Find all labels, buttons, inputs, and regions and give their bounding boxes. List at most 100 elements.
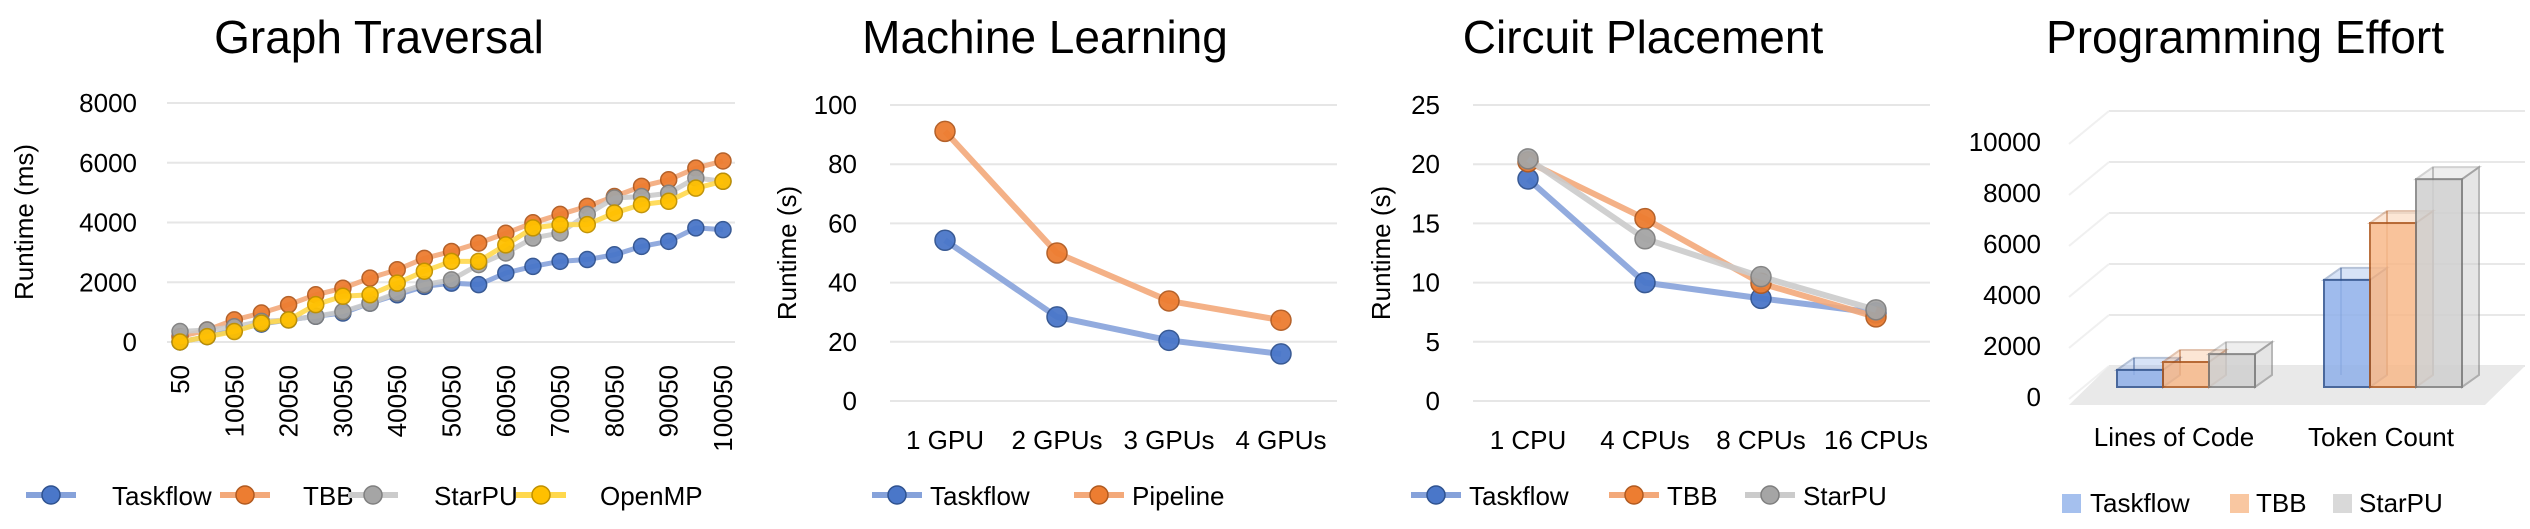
data-point bbox=[687, 219, 705, 237]
data-point bbox=[934, 120, 956, 143]
legend: Taskflow TBB StarPU bbox=[2062, 488, 2443, 518]
data-point bbox=[225, 322, 244, 341]
legend-label: StarPU bbox=[2359, 488, 2443, 518]
data-point bbox=[279, 311, 298, 329]
x-tick-label: 70050 bbox=[545, 365, 575, 437]
side-gridline bbox=[2068, 263, 2110, 298]
data-point bbox=[1158, 329, 1180, 352]
legend-label: OpenMP bbox=[600, 481, 703, 511]
legend-marker bbox=[1760, 485, 1780, 505]
legend-marker bbox=[887, 485, 907, 505]
data-point bbox=[1634, 207, 1656, 230]
legend-marker bbox=[235, 485, 255, 505]
bar-front bbox=[2116, 368, 2164, 389]
x-tick-label: 4 GPUs bbox=[1235, 425, 1326, 455]
series-starpu bbox=[2205, 165, 2483, 389]
data-point bbox=[551, 252, 569, 271]
y-axis-label: Runtime (s) bbox=[772, 186, 802, 320]
x-tick-label: 30050 bbox=[328, 365, 358, 437]
data-point bbox=[605, 246, 624, 264]
y-tick-label: 10 bbox=[1411, 268, 1440, 298]
series-taskflow bbox=[934, 229, 1292, 365]
data-point bbox=[687, 179, 705, 197]
legend-swatch bbox=[2333, 494, 2352, 513]
x-tick-label: 50 bbox=[165, 365, 195, 394]
side-gridline bbox=[2068, 110, 2110, 145]
data-point bbox=[551, 215, 569, 234]
bar-front bbox=[2415, 178, 2463, 388]
y-tick-label: 0 bbox=[843, 386, 857, 416]
y-tick-label: 0 bbox=[2027, 382, 2041, 412]
data-point bbox=[1046, 242, 1068, 264]
series-line bbox=[1526, 156, 1877, 313]
data-point bbox=[171, 333, 189, 351]
data-point bbox=[469, 234, 488, 252]
legend-item-tbb: TBB bbox=[1609, 481, 1718, 511]
y-tick-label: 0 bbox=[1426, 386, 1440, 416]
y-axis-label: Runtime (ms) bbox=[9, 144, 39, 300]
data-point bbox=[388, 274, 406, 292]
data-point bbox=[1270, 309, 1292, 331]
chart-title: Programming Effort bbox=[2046, 11, 2444, 63]
legend-item-taskflow: Taskflow bbox=[872, 481, 1030, 511]
x-tick-label: Lines of Code bbox=[2094, 422, 2254, 452]
data-point bbox=[198, 327, 216, 346]
series-line bbox=[1526, 159, 1877, 320]
legend-marker bbox=[531, 485, 551, 505]
y-tick-label: 20 bbox=[828, 327, 857, 357]
series-line bbox=[942, 129, 1282, 324]
y-tick-label: 60 bbox=[828, 208, 857, 238]
x-tick-label: 2 GPUs bbox=[1011, 425, 1102, 455]
y-tick-label: 15 bbox=[1411, 208, 1440, 238]
data-point bbox=[279, 295, 298, 314]
legend-item-openmp: OpenMP bbox=[516, 481, 703, 511]
data-point bbox=[632, 195, 651, 214]
data-point bbox=[524, 257, 542, 276]
bar-side bbox=[2461, 165, 2480, 389]
series-tbb bbox=[1517, 151, 1887, 328]
chart-title: Machine Learning bbox=[862, 11, 1228, 63]
data-point bbox=[714, 152, 732, 170]
chart-circuit-placement: Circuit Placement Runtime (s) 0 5 10 15 20 25… bbox=[1366, 11, 1930, 511]
y-tick-label: 4000 bbox=[1983, 280, 2041, 310]
data-point bbox=[524, 219, 542, 237]
y-tick-label: 2000 bbox=[1983, 331, 2041, 361]
data-point bbox=[578, 215, 596, 234]
data-point bbox=[334, 287, 352, 306]
y-tick-label: 80 bbox=[828, 149, 857, 179]
y-tick-label: 5 bbox=[1426, 327, 1440, 357]
legend-item-starpu: StarPU bbox=[348, 481, 518, 511]
y-tick-label: 8000 bbox=[1983, 178, 2041, 208]
y-tick-label: 6000 bbox=[79, 148, 137, 178]
legend-item-starpu: StarPU bbox=[1745, 481, 1887, 511]
x-tick-label: 1 GPU bbox=[906, 425, 984, 455]
data-point bbox=[1158, 290, 1180, 312]
side-gridline bbox=[2068, 314, 2110, 349]
data-point bbox=[361, 269, 379, 287]
chart-graph-traversal: Graph Traversal Runtime (ms) 0 2000 4000 60… bbox=[9, 11, 738, 511]
x-tick-label: 80050 bbox=[599, 365, 629, 437]
data-point bbox=[442, 271, 461, 289]
x-tick-label: 4 CPUs bbox=[1600, 425, 1690, 455]
x-tick-label: 40050 bbox=[382, 365, 412, 437]
y-tick-label: 100 bbox=[814, 90, 857, 120]
bar-front bbox=[2369, 222, 2417, 388]
x-tick-label: 1 CPU bbox=[1490, 425, 1567, 455]
legend-label: StarPU bbox=[434, 481, 518, 511]
data-point bbox=[632, 237, 651, 256]
side-gridline bbox=[2068, 212, 2110, 247]
bar-front bbox=[2323, 278, 2371, 388]
data-point bbox=[714, 172, 732, 191]
series-starpu bbox=[1517, 148, 1887, 321]
data-point bbox=[578, 250, 596, 269]
data-point bbox=[1517, 148, 1539, 170]
data-point bbox=[1865, 299, 1887, 321]
data-point bbox=[307, 295, 325, 314]
data-point bbox=[1750, 265, 1772, 288]
legend: Taskflow Pipeline bbox=[872, 481, 1225, 511]
data-point bbox=[1634, 271, 1656, 294]
data-point bbox=[1270, 343, 1292, 365]
legend-marker bbox=[1624, 485, 1644, 505]
